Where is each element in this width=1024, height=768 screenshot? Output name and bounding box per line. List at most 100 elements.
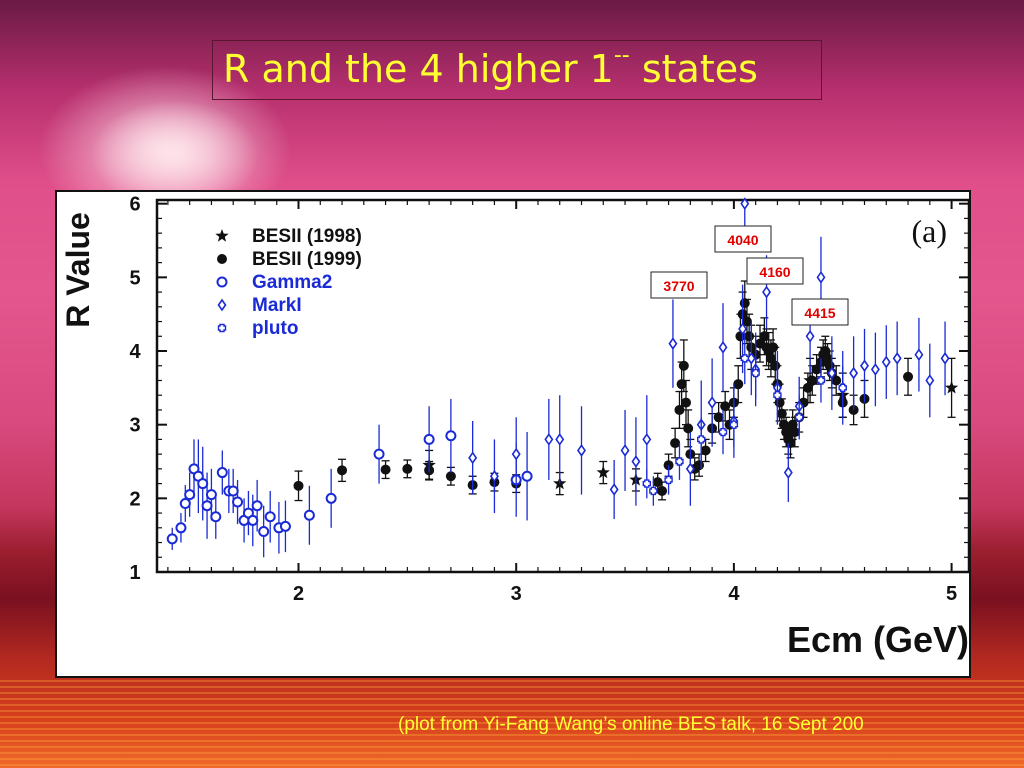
besii-1999-point: [652, 477, 663, 488]
pluto-point: [675, 457, 684, 466]
besii-1999-point: [807, 375, 818, 386]
legend-label-marki: MarkI: [252, 295, 302, 316]
pluto-point: [729, 420, 739, 429]
gamma2-point: [179, 497, 191, 509]
y-tick-label: 6: [129, 194, 140, 216]
pluto-point: [649, 486, 658, 496]
marki-point: [577, 444, 586, 457]
marki-point: [870, 363, 880, 376]
besii-1999-point: [657, 485, 668, 496]
gamma2-point: [175, 522, 187, 534]
pluto-point: [697, 435, 706, 444]
gamma2-point: [251, 500, 263, 512]
marki-point: [892, 351, 902, 365]
marki-point: [940, 351, 950, 365]
gamma2-point: [247, 514, 259, 526]
gamma2-point: [201, 500, 213, 512]
gamma2-point: [279, 520, 291, 532]
besii-1999-point: [337, 465, 348, 476]
legend-label-gamma2: Gamma2: [252, 272, 332, 293]
besii-1999-point: [678, 360, 689, 371]
besii-1999-point: [674, 404, 685, 415]
besii-1999-point: [720, 401, 731, 412]
annotation-label: 4415: [804, 305, 835, 321]
pluto-point: [642, 479, 652, 488]
pluto-point: [838, 383, 847, 393]
marki-point: [740, 197, 750, 211]
besii-1999-point: [293, 480, 304, 491]
legend-marker-gamma2: [216, 276, 228, 288]
legend-label-pluto: pluto: [252, 318, 298, 339]
pluto-point: [773, 391, 782, 400]
besii-1999-point: [802, 382, 813, 393]
pluto-point: [664, 475, 673, 485]
gamma2-point: [232, 496, 244, 508]
gamma2-point: [216, 467, 228, 479]
pluto-point: [740, 354, 749, 363]
annotation-box: [746, 257, 804, 285]
marki-point: [468, 451, 478, 465]
pluto-point: [718, 427, 728, 437]
marki-point: [738, 322, 748, 336]
slide-caption: (plot from Yi-Fang Wang’s online BES tal…: [398, 714, 864, 735]
legend-marker-marki: [217, 298, 227, 312]
marki-point: [609, 483, 619, 496]
besii-1999-point: [445, 471, 456, 482]
marki-point: [827, 366, 837, 380]
title-end: states: [629, 47, 758, 91]
y-tick-label: 3: [129, 415, 140, 437]
gamma2-point: [521, 470, 533, 482]
gamma2-point: [423, 433, 435, 445]
annotation-label: 3770: [663, 278, 694, 294]
legend-marker-pluto: [217, 323, 227, 333]
annotation-box: [791, 298, 849, 326]
marki-point: [511, 447, 521, 461]
gamma2-point: [303, 509, 315, 521]
marki-point: [668, 337, 678, 351]
marki-point: [544, 433, 554, 446]
y-tick-label: 2: [129, 488, 140, 510]
r-value-chart: 2 3 4 5 1 2 3 4 5 6 Ecm (GeV) R Value (a) 3770 4040416…: [60, 194, 969, 660]
marki-point: [642, 433, 652, 446]
besii-1999-point: [402, 463, 413, 474]
pluto-point: [794, 413, 804, 422]
marki-point: [620, 444, 630, 457]
besii-1999-point: [700, 445, 711, 456]
besii-1999-point: [670, 438, 681, 449]
gamma2-point: [264, 511, 276, 523]
besii-1999-point: [848, 404, 859, 415]
sea-reflection: [0, 680, 1024, 768]
gamma2-point: [325, 492, 337, 504]
gamma2-point: [373, 448, 385, 460]
y-tick-label: 1: [129, 562, 140, 584]
title-main: R and the 4 higher 1: [223, 47, 614, 91]
gamma2-point: [166, 533, 178, 545]
gamma2-point: [445, 430, 457, 442]
plot-frame: [155, 198, 969, 574]
marki-point: [881, 355, 891, 369]
gamma2-point: [258, 525, 270, 537]
marki-point: [914, 348, 924, 362]
x-tick-label: 2: [293, 583, 304, 605]
besii-1999-point: [733, 379, 744, 390]
marki-point: [816, 270, 826, 284]
marki-point: [925, 374, 935, 387]
x-tick-label: 3: [511, 583, 522, 605]
gamma2-point: [227, 485, 239, 497]
x-axis-label: Ecm (GeV): [787, 619, 969, 660]
marki-point: [860, 359, 869, 373]
marki-point: [489, 469, 499, 483]
besii-1999-point: [680, 397, 691, 408]
slide-title-box: R and the 4 higher 1-- states: [212, 40, 822, 100]
marki-point: [762, 285, 772, 299]
annotation-box: [714, 225, 772, 253]
besii-1999-point: [789, 427, 800, 438]
besii-1998-point: [944, 380, 959, 394]
legend-label-besii-1998: BESII (1998): [252, 226, 362, 247]
besii-1999-point: [713, 412, 724, 423]
legend-marker-besii-1998: [215, 229, 229, 242]
annotation-box: [650, 271, 708, 299]
marki-point: [805, 329, 815, 343]
besii-1999-point: [903, 371, 914, 382]
gamma2-point: [184, 489, 196, 501]
